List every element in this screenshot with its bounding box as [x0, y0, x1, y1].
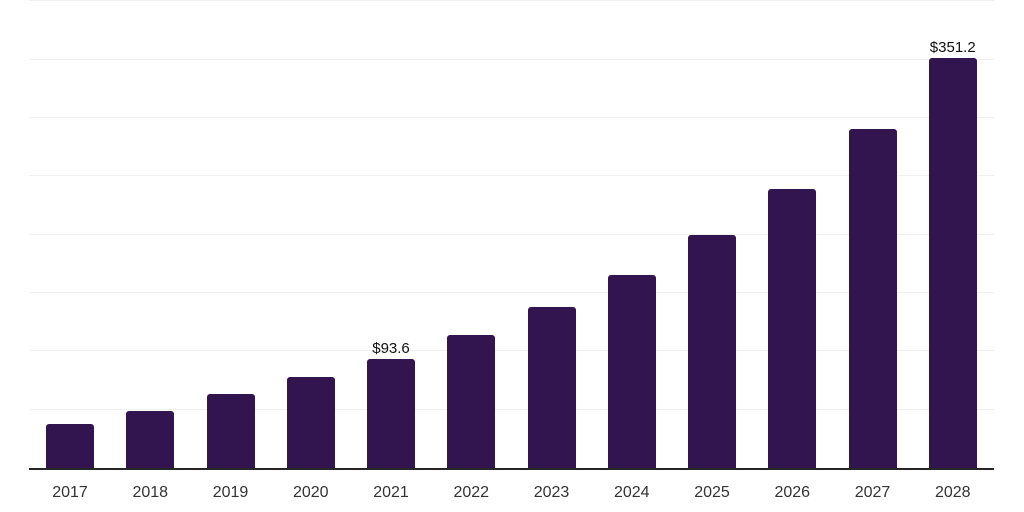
bar-2022: [447, 335, 496, 468]
x-tick-label-2025: 2025: [694, 484, 730, 501]
gridline-50: [29, 408, 994, 410]
bar-2018: [126, 410, 175, 468]
bar-2019: [206, 394, 255, 468]
bar-2017: [46, 423, 94, 468]
bar-2024: [607, 275, 656, 468]
gridline-300: [29, 116, 994, 118]
gridline-200: [29, 233, 994, 235]
bar-2027: [848, 129, 897, 468]
x-tick-label-2024: 2024: [613, 484, 650, 501]
x-tick-label-2021: 2021: [373, 484, 409, 501]
bar-2020: [286, 376, 335, 468]
bar-2021: [367, 358, 415, 468]
bar-2028: [928, 58, 977, 468]
x-tick-label-2018: 2018: [132, 484, 169, 501]
bar-2026: [768, 188, 817, 468]
gridline-400: [29, 0, 994, 2]
x-tick-label-2020: 2020: [292, 484, 329, 501]
gridline-350: [29, 58, 994, 60]
bar-2025: [688, 235, 736, 468]
plot-area: $93.6 $351.2: [29, 0, 994, 470]
gridline-250: [29, 175, 994, 177]
data-label-2021: $93.6: [372, 339, 410, 357]
data-label-2028: $351.2: [929, 39, 976, 57]
x-tick-label-2019: 2019: [212, 484, 249, 501]
x-tick-label-2028: 2028: [934, 484, 971, 501]
bar-2023: [527, 306, 576, 468]
x-tick-label-2027: 2027: [854, 484, 891, 501]
gridline-150: [29, 291, 994, 293]
x-tick-label-2026: 2026: [774, 484, 811, 501]
gridline-100: [29, 350, 994, 352]
x-tick-label-2022: 2022: [453, 484, 490, 501]
x-tick-label-2023: 2023: [533, 484, 570, 501]
x-tick-label-2017: 2017: [52, 484, 88, 501]
